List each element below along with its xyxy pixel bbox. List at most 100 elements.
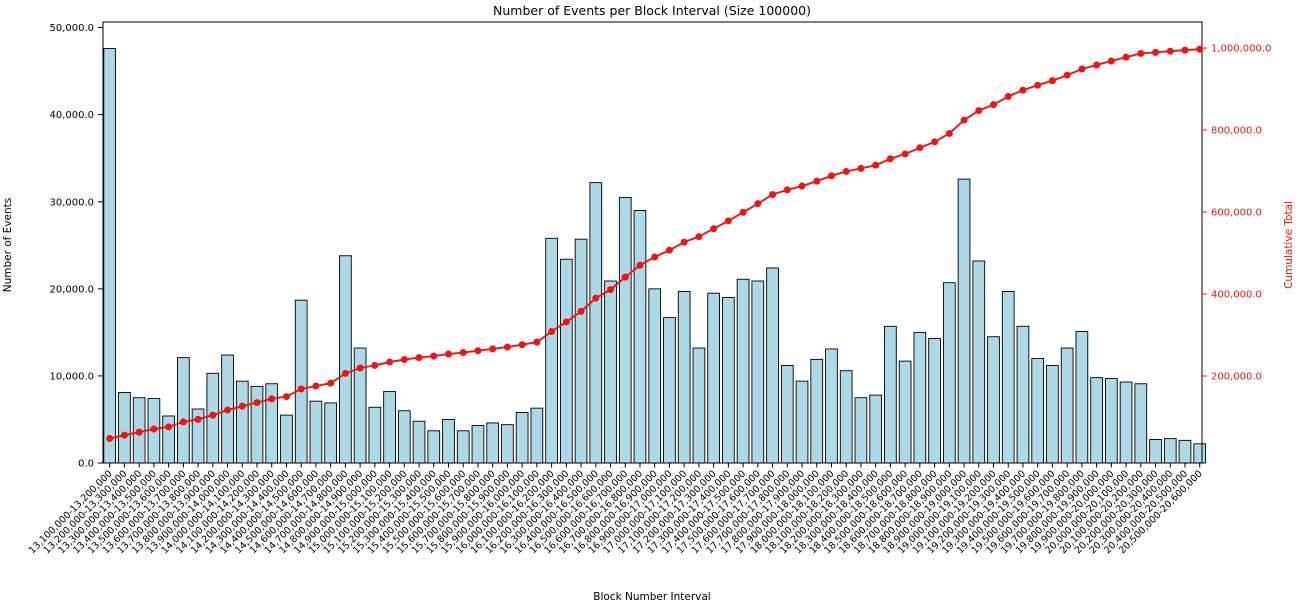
bar	[1016, 325, 1030, 464]
cumulative-point	[459, 349, 467, 357]
bar	[1178, 439, 1192, 464]
cumulative-point	[1048, 77, 1056, 85]
bar	[766, 267, 779, 464]
bar	[427, 430, 441, 464]
cumulative-point	[1122, 53, 1130, 61]
bar	[663, 317, 676, 464]
bar	[280, 414, 293, 464]
chart-title: Number of Events per Block Interval (Siz…	[493, 3, 811, 18]
cumulative-point	[1152, 48, 1160, 56]
bar	[1001, 291, 1015, 464]
y-left-tick-label: 50,000.0	[49, 23, 94, 34]
cumulative-point	[754, 200, 762, 208]
bar	[176, 357, 190, 464]
bar	[294, 299, 308, 464]
bar	[486, 422, 500, 464]
cumulative-point	[798, 182, 806, 190]
cumulative-point	[194, 415, 202, 423]
y-left-tick-label: 40,000.0	[49, 110, 94, 121]
bar	[442, 419, 455, 464]
bar	[1163, 438, 1177, 464]
cumulative-point	[268, 395, 276, 403]
bar	[1031, 358, 1045, 464]
cumulative-point	[135, 428, 143, 436]
cumulative-point	[1034, 81, 1042, 89]
cumulative-point	[739, 208, 747, 216]
bar	[324, 402, 338, 464]
bar	[972, 260, 986, 464]
bar	[839, 370, 853, 464]
cumulative-point	[562, 318, 570, 326]
bar	[250, 385, 264, 464]
cumulative-point	[783, 186, 791, 194]
bar	[589, 182, 603, 464]
cumulative-point	[371, 361, 379, 369]
bar	[810, 358, 824, 464]
cumulative-point	[327, 379, 335, 387]
bar	[618, 196, 632, 464]
cumulative-point	[872, 161, 880, 169]
bar	[1075, 331, 1089, 464]
cumulative-point	[1063, 71, 1071, 79]
cumulative-point	[224, 406, 232, 414]
cumulative-point	[1196, 45, 1204, 53]
cumulative-point	[503, 343, 511, 351]
cumulative-point	[1137, 49, 1145, 57]
bar	[928, 338, 941, 464]
cumulative-point	[282, 393, 290, 401]
cumulative-point	[592, 294, 600, 302]
bar	[736, 278, 750, 464]
bar	[707, 292, 720, 464]
y-left-tick-label: 20,000.0	[49, 284, 94, 295]
cumulative-point	[150, 425, 158, 433]
cumulative-point	[886, 155, 894, 163]
cumulative-point	[842, 167, 850, 175]
bar	[1046, 365, 1059, 464]
cumulative-point	[651, 253, 659, 261]
cumulative-point	[179, 418, 187, 426]
cumulative-point	[518, 341, 526, 349]
cumulative-point	[106, 434, 114, 442]
cumulative-point	[548, 328, 556, 336]
bar	[118, 392, 131, 464]
cumulative-point	[253, 399, 261, 407]
bar	[412, 420, 426, 464]
cumulative-point	[400, 356, 408, 364]
cumulative-point	[430, 352, 438, 360]
cumulative-point	[724, 217, 732, 225]
y-left-tick-label: 30,000.0	[49, 197, 94, 208]
bar	[339, 255, 352, 464]
cumulative-point	[444, 350, 452, 358]
bar	[501, 424, 514, 464]
bar	[515, 412, 529, 464]
cumulative-point	[901, 150, 909, 158]
bar	[795, 380, 809, 464]
y-left-tick-label: 0.0	[78, 459, 94, 470]
bar	[1119, 381, 1133, 464]
y-axis-label-right: Cumulative Total	[1283, 201, 1295, 289]
cumulative-point	[1078, 65, 1086, 73]
cumulative-point	[386, 358, 394, 366]
bar	[309, 400, 323, 464]
bar	[869, 394, 883, 464]
bar	[235, 380, 249, 464]
bar	[397, 410, 411, 464]
bar	[1193, 443, 1207, 464]
bar	[751, 280, 765, 464]
cumulative-point	[209, 411, 217, 419]
bar	[545, 237, 558, 464]
cumulative-point	[165, 423, 173, 431]
bar	[1104, 378, 1118, 464]
cumulative-point	[827, 172, 835, 180]
bar	[368, 406, 382, 464]
cumulative-point	[945, 129, 953, 137]
cumulative-point	[1093, 61, 1101, 69]
bar	[648, 288, 662, 464]
cumulative-point	[415, 354, 423, 362]
bar	[604, 280, 617, 464]
cumulative-point	[769, 190, 777, 198]
x-axis-label: Block Number Interval	[593, 591, 711, 603]
bar	[780, 365, 794, 464]
